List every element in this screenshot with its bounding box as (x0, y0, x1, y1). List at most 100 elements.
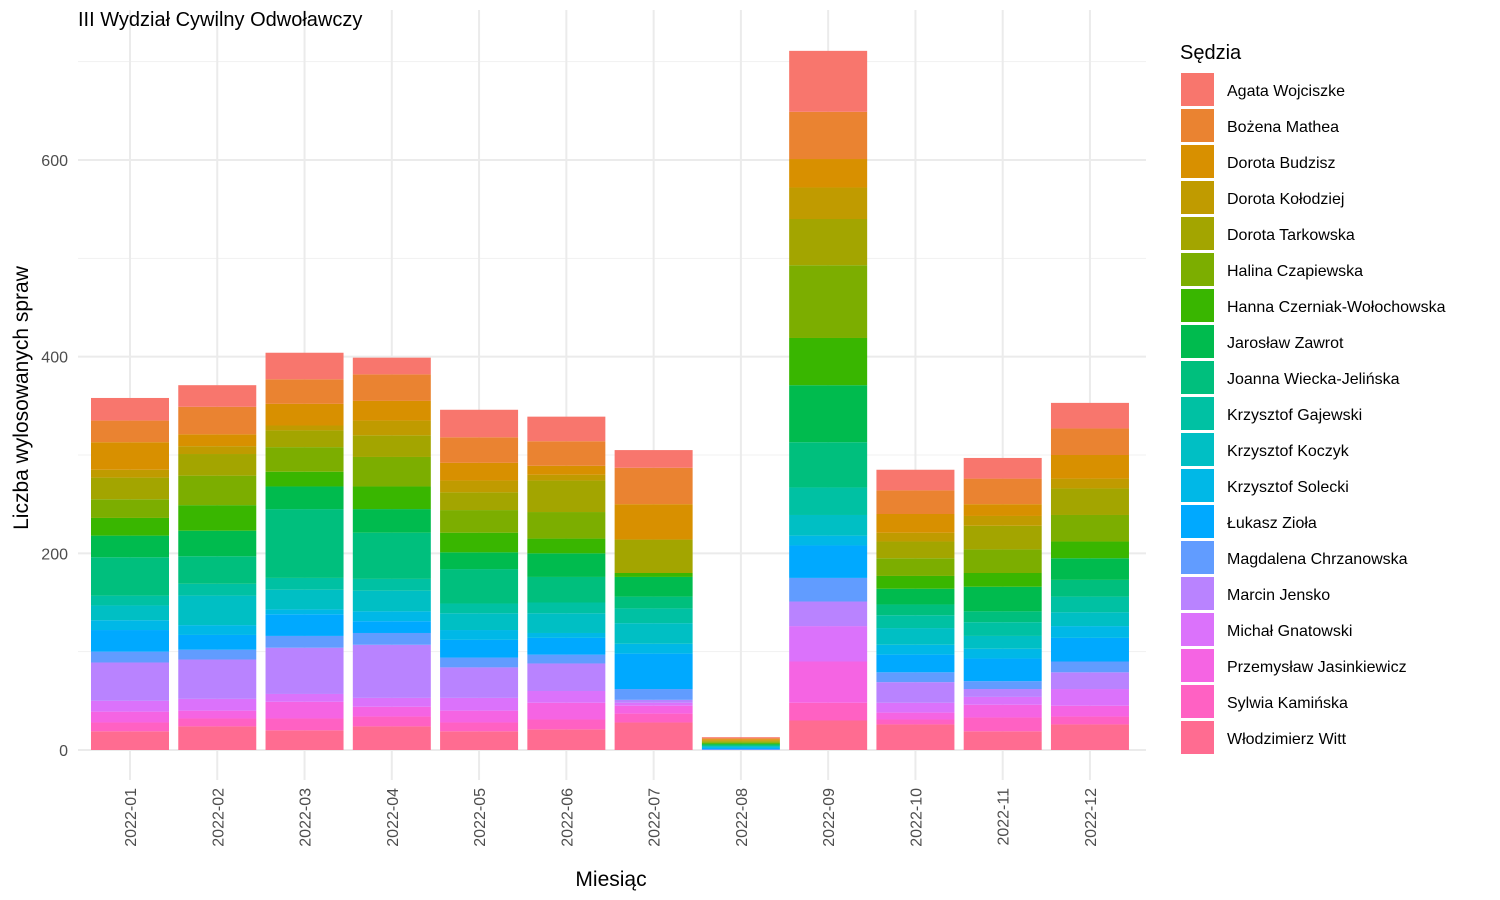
bar-segment (440, 462, 519, 481)
bar-segment (352, 632, 431, 645)
bar-segment (178, 634, 257, 650)
bar-segment (1050, 428, 1129, 455)
bar-segment (91, 700, 169, 712)
legend-entry: Krzysztof Gajewski (1227, 407, 1362, 424)
bar-segment (91, 722, 169, 732)
bar-segment (701, 744, 780, 746)
bar-segment (876, 490, 955, 514)
legend-entry: Sylwia Kamińska (1227, 695, 1348, 712)
bar-segment (789, 337, 868, 386)
bar-segment (440, 667, 519, 698)
bar-segment (963, 525, 1042, 550)
bar-segment (789, 626, 868, 662)
bar-segment (265, 609, 344, 615)
bar-segment (876, 541, 955, 559)
bar-segment (1050, 596, 1129, 613)
bar-segment (1050, 579, 1129, 597)
bar-segment (440, 603, 519, 614)
bar-segment (789, 487, 868, 515)
x-tick-label: 2022-10 (908, 788, 925, 847)
bar-segment (527, 691, 606, 703)
legend-swatch (1181, 145, 1214, 178)
bar-segment (963, 681, 1042, 690)
bar-segment (701, 739, 780, 741)
legend-swatch (1181, 397, 1214, 430)
y-tick-label: 0 (59, 743, 68, 760)
bar-segment (876, 469, 955, 491)
x-tick-label: 2022-06 (559, 788, 576, 847)
bar-segment (527, 480, 606, 513)
bar-segment (876, 604, 955, 616)
y-tick-label: 400 (41, 350, 68, 367)
legend-entry: Łukasz Zioła (1227, 515, 1317, 532)
bar-segment (1050, 637, 1129, 662)
bar-segment (527, 702, 606, 720)
bar-segment (440, 630, 519, 640)
bar-segment (1050, 455, 1129, 479)
bar-segment (265, 509, 344, 578)
bar-segment (352, 435, 431, 457)
bar-segment (91, 517, 169, 536)
bar-segment (91, 630, 169, 652)
bar-segment (614, 713, 693, 723)
legend-swatch (1181, 253, 1214, 286)
x-axis-ticks: 2022-01 2022-02 2022-03 2022-04 2022-05 2022-… (123, 788, 1100, 847)
bar-segment (527, 538, 606, 554)
bar-segment (178, 595, 257, 626)
bar-segment (876, 558, 955, 576)
bar-segment (527, 416, 606, 442)
legend-entry: Hanna Czerniak-Wołochowska (1227, 299, 1446, 316)
bar-segment (352, 420, 431, 436)
bar-segment (440, 532, 519, 553)
bar-segment (527, 512, 606, 539)
bar-segment (352, 578, 431, 591)
bar-segment (527, 719, 606, 730)
x-tick-label: 2022-03 (298, 788, 315, 847)
legend-entry: Dorota Budzisz (1227, 155, 1336, 172)
bar-segment (91, 477, 169, 500)
bar-segment (789, 702, 868, 721)
legend-swatch (1181, 73, 1214, 106)
legend-swatch (1181, 469, 1214, 502)
bar-segment (178, 625, 257, 635)
bar-segment (91, 662, 169, 701)
bar-segment (265, 471, 344, 487)
x-tick-label: 2022-11 (996, 788, 1013, 846)
legend-swatch (1181, 505, 1214, 538)
bar-segment (963, 658, 1042, 682)
bar-segment (963, 648, 1042, 659)
bar-segment (963, 731, 1042, 750)
bar-segment (265, 647, 344, 694)
bar-segment (527, 576, 606, 603)
x-tick-label: 2022-08 (734, 788, 751, 847)
bar-segment (963, 549, 1042, 573)
bar-segment (1050, 541, 1129, 559)
bar-segment (527, 602, 606, 614)
bar-segment (352, 644, 431, 698)
bar-segment (876, 654, 955, 673)
bar-segment (789, 159, 868, 188)
bar-segment (1050, 488, 1129, 515)
bar-segment (265, 718, 344, 731)
bar-segment (876, 712, 955, 720)
bar-segment (789, 601, 868, 627)
bar-segment (1050, 672, 1129, 690)
bar-segment (440, 722, 519, 732)
x-tick-label: 2022-05 (472, 788, 489, 847)
bar-segment (91, 651, 169, 663)
bar-segment (91, 442, 169, 470)
bar-segment (91, 420, 169, 443)
legend-swatch (1181, 181, 1214, 214)
bar-segment (1050, 478, 1129, 489)
bar-segment (527, 613, 606, 633)
bar-segment (178, 530, 257, 557)
legend-swatch (1181, 613, 1214, 646)
bar-segment (876, 628, 955, 645)
y-axis-label: Liczba wylosowanych spraw (10, 265, 33, 530)
bar-segment (789, 265, 868, 338)
bar-segment (614, 653, 693, 690)
bar-segment (178, 454, 257, 476)
bars (91, 50, 1129, 750)
bar-segment (265, 635, 344, 648)
legend-swatch (1181, 361, 1214, 394)
